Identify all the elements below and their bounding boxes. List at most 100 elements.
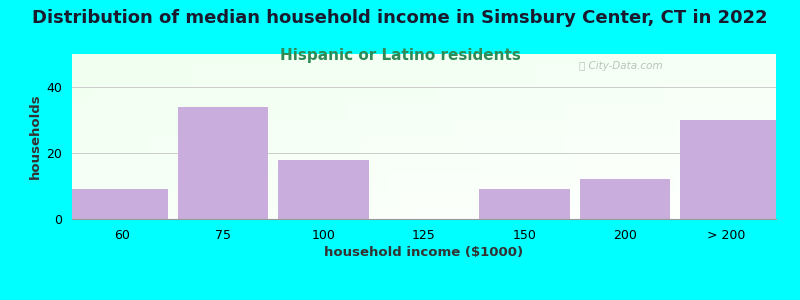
Bar bbox=[734, 54, 741, 219]
Bar bbox=[72, 161, 776, 163]
Bar bbox=[72, 69, 776, 70]
Bar bbox=[77, 189, 167, 219]
Bar bbox=[72, 79, 776, 80]
Bar bbox=[318, 54, 326, 219]
Bar bbox=[276, 54, 283, 219]
Bar bbox=[290, 54, 298, 219]
Bar bbox=[72, 148, 776, 150]
Bar bbox=[72, 156, 776, 158]
Bar bbox=[72, 151, 776, 153]
Bar bbox=[72, 61, 776, 62]
Bar bbox=[706, 54, 713, 219]
Bar bbox=[713, 54, 720, 219]
Bar bbox=[157, 54, 163, 219]
Bar bbox=[431, 54, 438, 219]
Bar bbox=[72, 209, 776, 211]
Bar bbox=[368, 54, 374, 219]
Bar bbox=[530, 54, 537, 219]
Bar bbox=[621, 54, 628, 219]
Bar bbox=[72, 97, 776, 98]
Bar bbox=[72, 217, 776, 219]
Bar bbox=[72, 197, 776, 199]
Bar bbox=[72, 158, 776, 160]
Bar bbox=[72, 54, 79, 219]
Bar bbox=[452, 54, 459, 219]
Bar bbox=[220, 54, 227, 219]
Bar bbox=[586, 54, 593, 219]
Bar bbox=[479, 189, 570, 219]
Bar bbox=[72, 216, 776, 217]
Bar bbox=[72, 153, 776, 154]
Bar bbox=[593, 54, 600, 219]
Bar bbox=[178, 107, 268, 219]
Bar bbox=[361, 54, 368, 219]
Bar bbox=[72, 166, 776, 168]
Bar bbox=[326, 54, 333, 219]
Bar bbox=[72, 103, 776, 105]
Bar bbox=[769, 54, 776, 219]
Bar bbox=[72, 125, 776, 127]
Bar bbox=[72, 117, 776, 118]
Bar bbox=[72, 130, 776, 131]
Bar bbox=[248, 54, 255, 219]
Bar bbox=[72, 179, 776, 181]
Bar bbox=[346, 54, 354, 219]
Bar bbox=[72, 120, 776, 122]
Bar bbox=[93, 54, 100, 219]
Bar bbox=[72, 141, 776, 143]
Bar bbox=[600, 54, 607, 219]
Bar bbox=[72, 112, 776, 113]
Bar bbox=[762, 54, 769, 219]
Bar bbox=[72, 173, 776, 174]
Bar bbox=[311, 54, 318, 219]
Bar bbox=[72, 133, 776, 135]
Bar bbox=[72, 208, 776, 209]
Bar bbox=[579, 54, 586, 219]
Bar bbox=[72, 80, 776, 82]
Bar bbox=[150, 54, 157, 219]
Bar bbox=[72, 88, 776, 90]
Bar bbox=[374, 54, 382, 219]
Bar bbox=[72, 189, 77, 219]
Bar bbox=[114, 54, 122, 219]
Bar bbox=[283, 54, 290, 219]
Bar bbox=[656, 54, 663, 219]
Bar bbox=[255, 54, 262, 219]
Bar bbox=[509, 54, 515, 219]
Bar bbox=[720, 54, 726, 219]
Bar bbox=[72, 184, 776, 186]
Bar bbox=[438, 54, 445, 219]
Bar bbox=[678, 54, 685, 219]
Bar bbox=[72, 64, 776, 65]
Bar bbox=[515, 54, 522, 219]
Bar bbox=[72, 154, 776, 156]
Bar bbox=[72, 107, 776, 108]
Bar bbox=[480, 54, 487, 219]
Bar bbox=[396, 54, 403, 219]
Bar bbox=[72, 77, 776, 79]
Bar bbox=[544, 54, 550, 219]
Bar bbox=[72, 122, 776, 123]
Bar bbox=[72, 110, 776, 112]
Bar bbox=[72, 135, 776, 137]
Bar bbox=[72, 87, 776, 88]
Bar bbox=[424, 54, 431, 219]
Bar bbox=[269, 54, 276, 219]
Bar bbox=[72, 145, 776, 146]
Bar bbox=[487, 54, 494, 219]
Bar bbox=[748, 54, 755, 219]
Bar bbox=[100, 54, 107, 219]
Bar bbox=[72, 174, 776, 176]
Bar bbox=[741, 54, 748, 219]
Bar bbox=[72, 92, 776, 94]
Bar bbox=[170, 54, 178, 219]
Bar bbox=[580, 179, 670, 219]
Bar bbox=[333, 54, 339, 219]
Bar bbox=[72, 136, 776, 138]
Y-axis label: households: households bbox=[30, 94, 42, 179]
Bar bbox=[206, 54, 213, 219]
Bar bbox=[72, 163, 776, 164]
Bar bbox=[72, 150, 776, 151]
Bar bbox=[72, 57, 776, 59]
Bar bbox=[72, 54, 776, 56]
